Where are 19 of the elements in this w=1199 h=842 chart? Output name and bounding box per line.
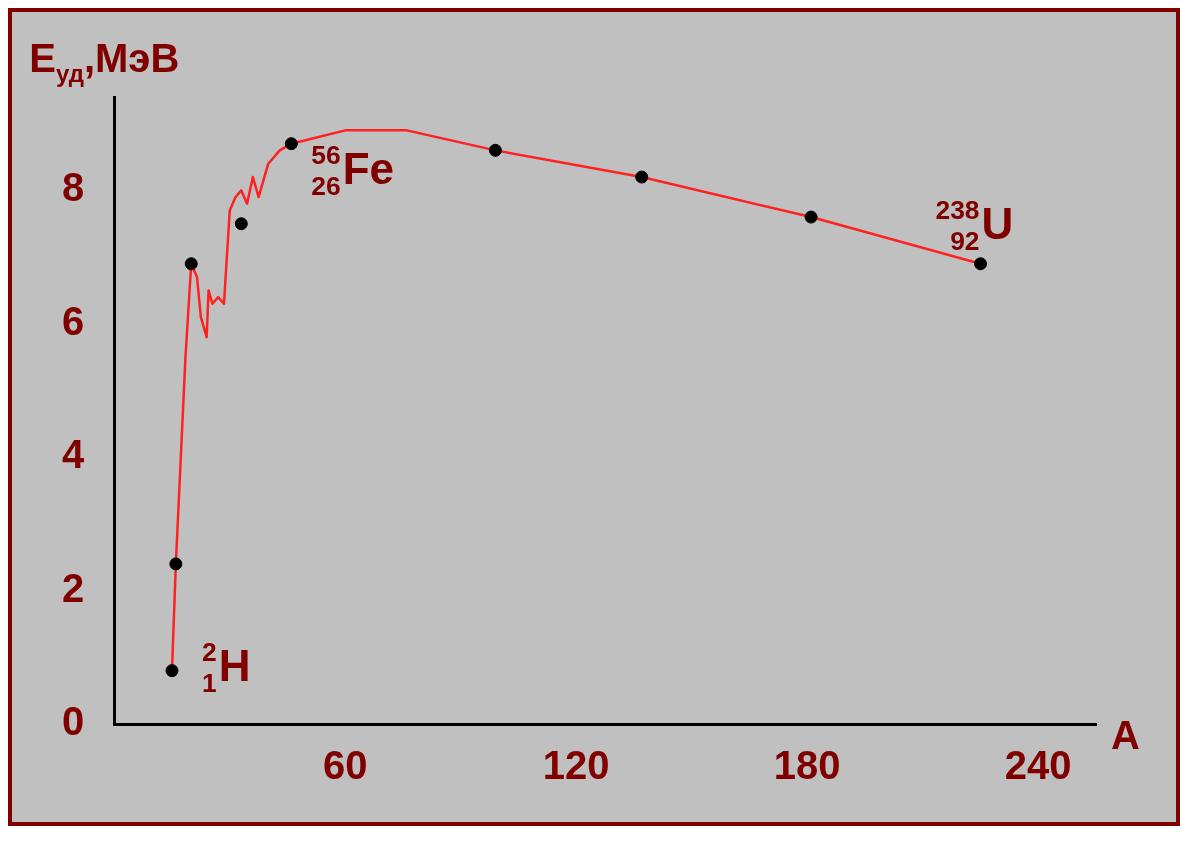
x-tick-label: 60 [323, 743, 368, 788]
y-tick-label: 2 [62, 565, 85, 610]
y-tick-label: 0 [62, 699, 85, 744]
point [974, 257, 987, 271]
y-tick-label: 6 [62, 298, 85, 343]
y-tick-label: 4 [62, 432, 85, 477]
x-axis-title: A [1111, 713, 1140, 757]
y-tick-label: 8 [62, 165, 85, 210]
point [234, 217, 248, 231]
point [284, 137, 298, 151]
x-tick-label: 180 [773, 743, 841, 788]
point [804, 210, 818, 224]
point [184, 257, 198, 271]
point [169, 557, 183, 571]
point [165, 664, 179, 678]
x-tick-label: 240 [1004, 743, 1072, 788]
x-tick-label: 120 [542, 743, 610, 788]
point [488, 143, 502, 157]
point [635, 170, 649, 184]
